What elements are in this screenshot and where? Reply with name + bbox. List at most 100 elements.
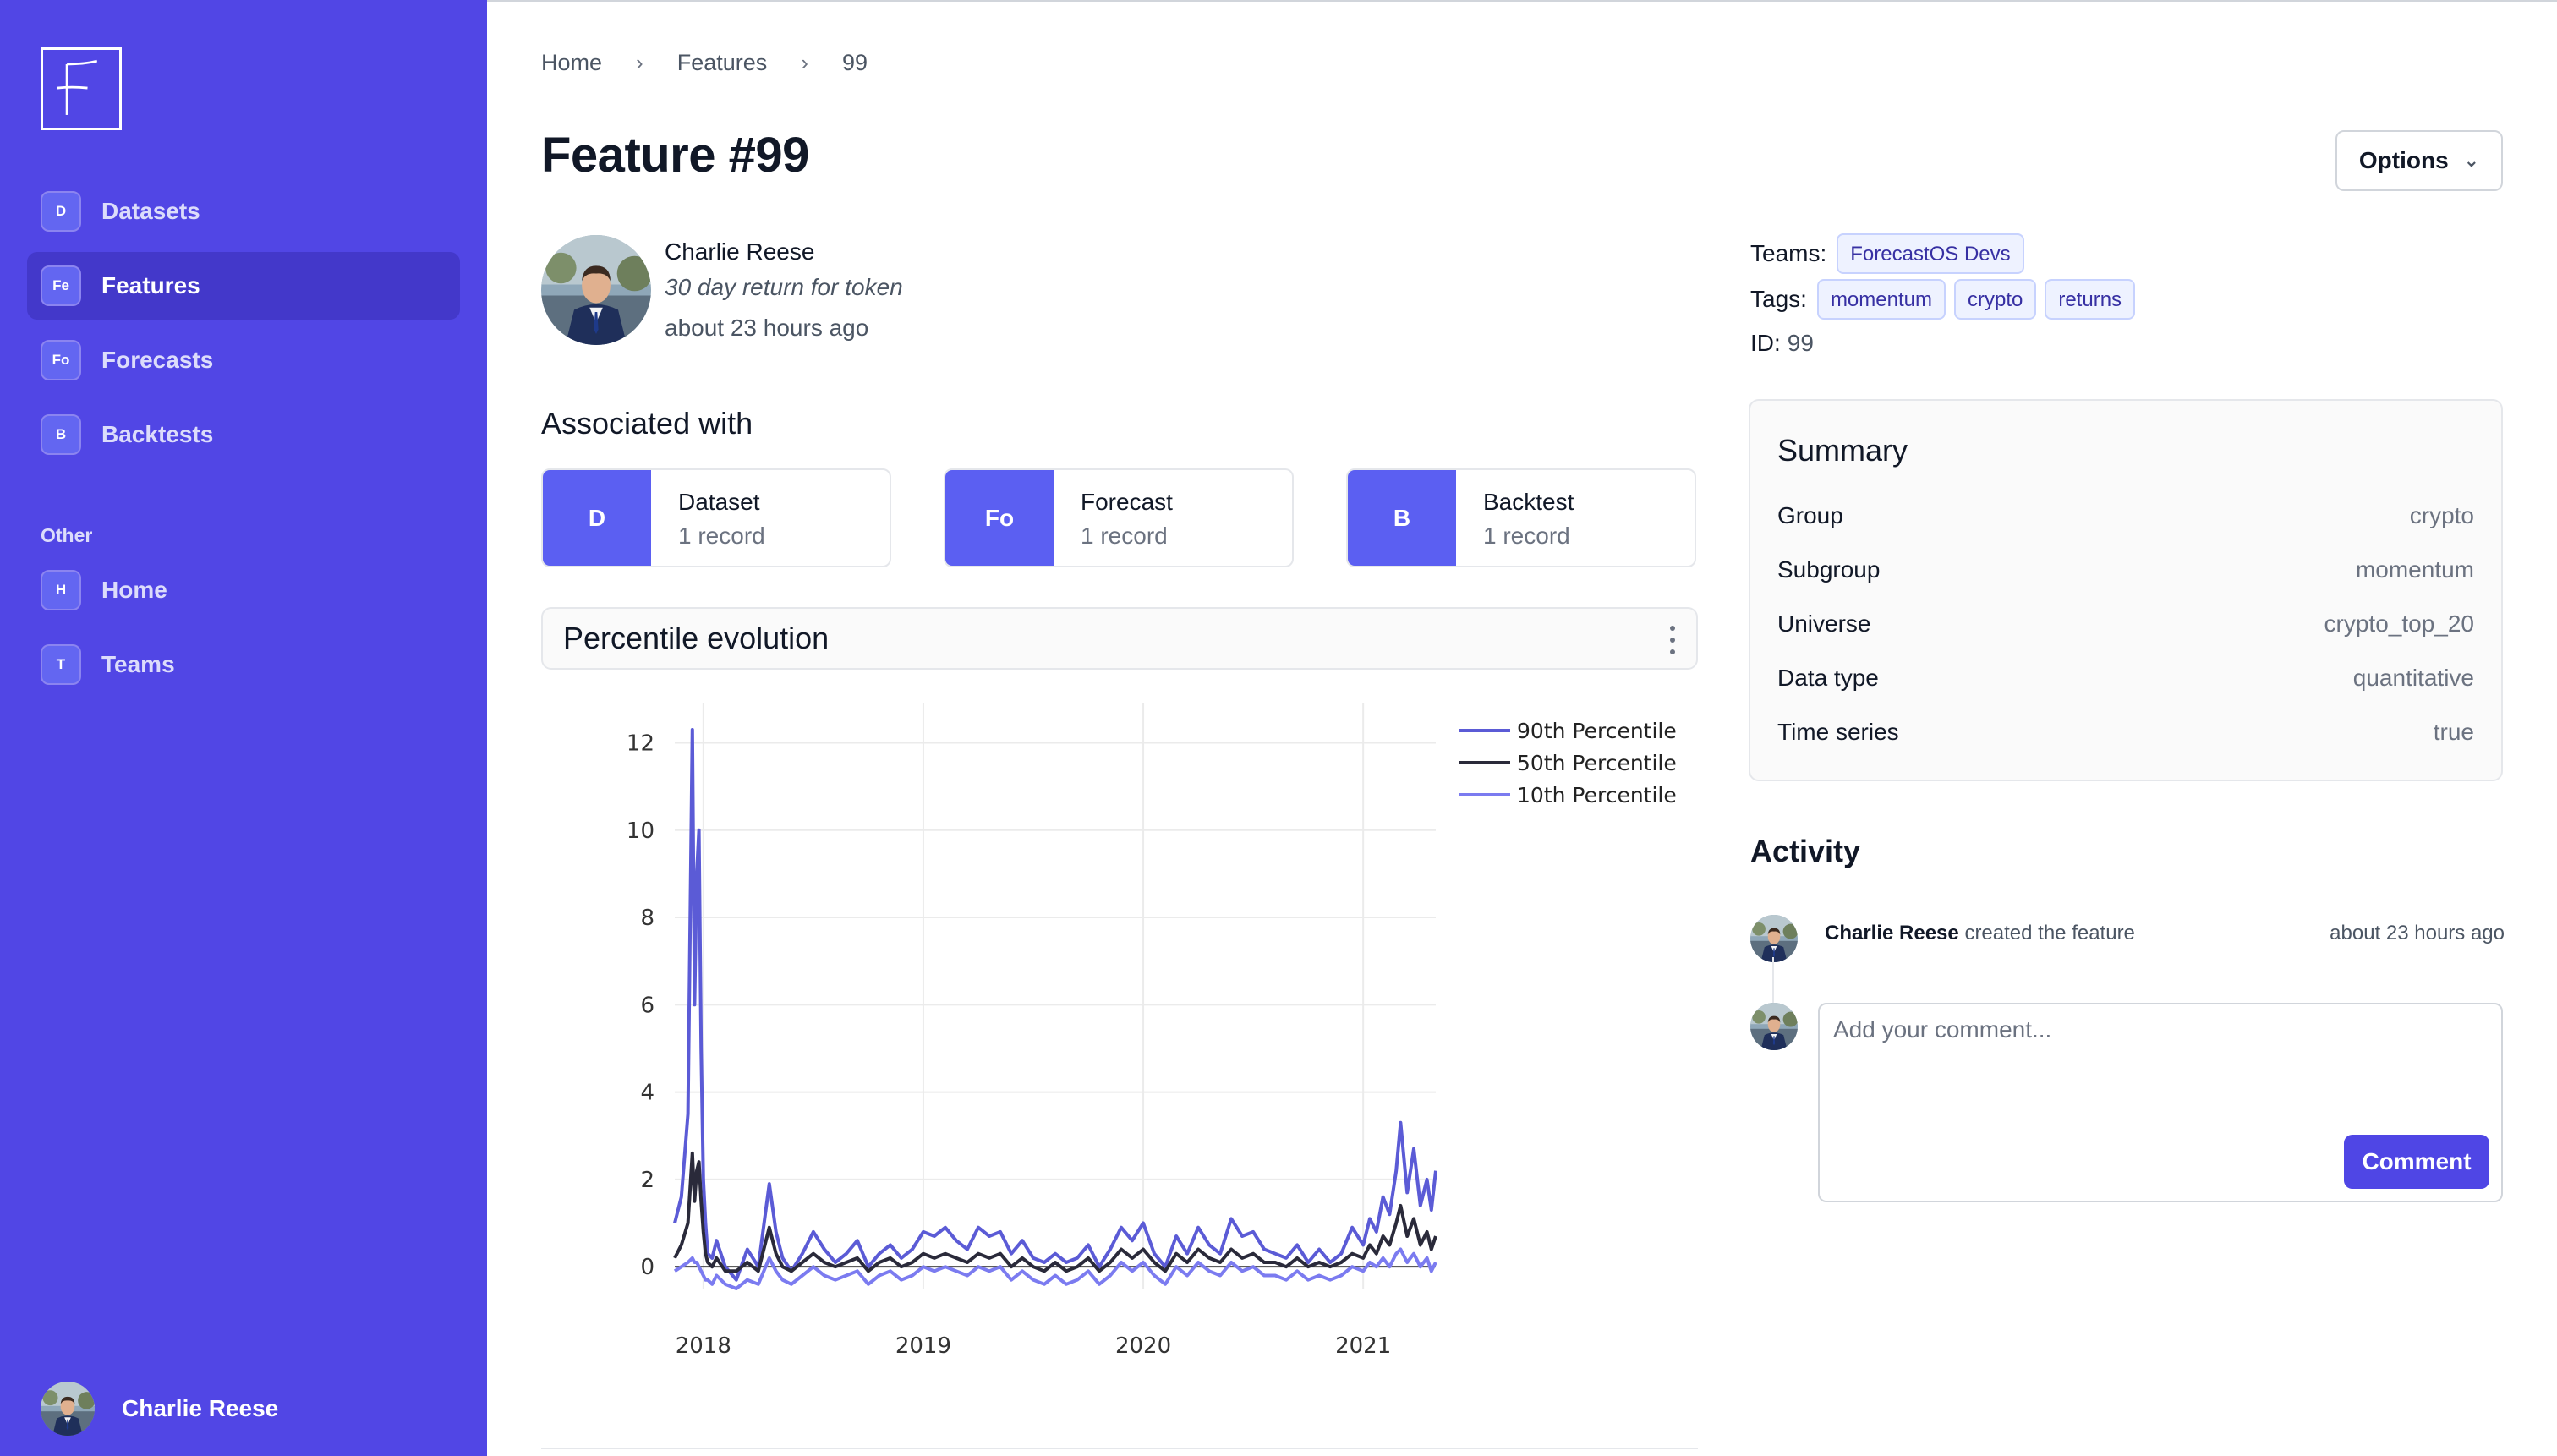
y-tick-label: 10: [627, 818, 654, 844]
summary-key: Subgroup: [1777, 556, 1881, 583]
summary-row: Subgroup momentum: [1777, 553, 2474, 587]
x-tick-label: 2019: [895, 1333, 951, 1359]
y-tick-label: 4: [640, 1081, 654, 1106]
feature-description: 30 day return for token: [665, 274, 903, 300]
forecasts-badge-icon: Fo: [41, 340, 81, 380]
series-line-10th-percentile: [673, 1247, 1437, 1290]
summary-row: Group crypto: [1777, 499, 2474, 533]
tag-chip[interactable]: crypto: [1953, 279, 2037, 320]
y-tick-label: 12: [627, 731, 654, 756]
timeline-connector: [1772, 957, 1774, 1004]
tag-chip[interactable]: returns: [2045, 279, 2136, 320]
chart-panel-header: Percentile evolution: [541, 607, 1698, 670]
team-tag[interactable]: ForecastOS Devs: [1837, 233, 2024, 274]
summary-row: Data type quantitative: [1777, 661, 2474, 695]
options-button[interactable]: Options ⌄: [2335, 130, 2503, 191]
associated-card-name: Forecast: [1081, 489, 1173, 515]
sidebar-item-label: Backtests: [101, 421, 214, 447]
top-divider: [487, 0, 2557, 2]
summary-row: Time series true: [1777, 715, 2474, 749]
sidebar-user[interactable]: Charlie Reese: [41, 1382, 278, 1436]
summary-title: Summary: [1777, 433, 1908, 468]
series-line-90th-percentile: [673, 728, 1437, 1282]
teams-label: Teams:: [1750, 240, 1827, 266]
summary-row: Universe crypto_top_20: [1777, 607, 2474, 641]
sidebar-item-datasets[interactable]: D Datasets: [27, 178, 460, 245]
more-vertical-icon[interactable]: [1669, 626, 1676, 654]
sidebar-item-forecasts[interactable]: Fo Forecasts: [27, 326, 460, 394]
sidebar-section-other: Other: [41, 524, 93, 546]
teams-badge-icon: T: [41, 644, 81, 685]
sidebar-item-home[interactable]: H Home: [27, 556, 460, 624]
x-tick-label: 2018: [676, 1333, 731, 1359]
chevron-right-icon: ›: [801, 49, 808, 75]
summary-key: Time series: [1777, 719, 1899, 745]
avatar: [1750, 915, 1798, 962]
associated-card-forecast[interactable]: Fo Forecast 1 record: [944, 468, 1294, 567]
backtest-badge-icon: B: [1348, 470, 1456, 566]
summary-value: crypto: [2409, 502, 2474, 528]
chart-svg: 0 2 4 6 8 10 12 2018 2019 2020 2021 90th Percentile…: [627, 703, 1677, 1359]
sidebar: D Datasets Fe Features Fo Forecasts B Ba…: [0, 0, 487, 1456]
breadcrumb-home[interactable]: Home: [541, 49, 603, 75]
sidebar-item-backtests[interactable]: B Backtests: [27, 401, 460, 468]
tags-label: Tags:: [1750, 286, 1807, 312]
y-tick-label: 6: [640, 993, 654, 1018]
associated-card-name: Dataset: [678, 489, 760, 515]
activity-title: Activity: [1750, 834, 1861, 868]
sidebar-item-label: Home: [101, 577, 167, 603]
sidebar-user-name: Charlie Reese: [122, 1395, 279, 1421]
summary-key: Group: [1777, 502, 1843, 528]
sidebar-item-features[interactable]: Fe Features: [27, 252, 460, 320]
chevron-right-icon: ›: [636, 49, 643, 75]
summary-value: momentum: [2355, 556, 2474, 583]
activity-action: created the feature: [1964, 922, 2135, 944]
associated-card-name: Backtest: [1483, 489, 1574, 515]
summary-value: true: [2433, 719, 2474, 745]
dataset-badge-icon: D: [543, 470, 651, 566]
associated-card-count: 1 record: [678, 523, 765, 549]
comment-box: Comment: [1818, 1003, 2503, 1202]
breadcrumb-current[interactable]: 99: [841, 49, 868, 75]
legend-label: 10th Percentile: [1517, 783, 1677, 807]
author-name: Charlie Reese: [665, 238, 815, 265]
id-row: ID: 99: [1750, 328, 1814, 359]
breadcrumb-features[interactable]: Features: [676, 49, 768, 75]
tag-chip[interactable]: momentum: [1816, 279, 1946, 320]
sidebar-item-label: Teams: [101, 651, 175, 677]
summary-value: quantitative: [2352, 665, 2474, 691]
percentile-chart: 0 2 4 6 8 10 12 2018 2019 2020 2021 90th Percentile…: [541, 693, 1698, 1370]
id-value: 99: [1787, 330, 1814, 356]
associated-card-dataset[interactable]: D Dataset 1 record: [541, 468, 891, 567]
app-logo[interactable]: [41, 47, 122, 130]
logo-f-icon: [57, 59, 98, 115]
breadcrumb: Home › Features › 99: [541, 47, 868, 78]
summary-value: crypto_top_20: [2324, 610, 2474, 637]
sidebar-item-label: Datasets: [101, 198, 200, 224]
id-label: ID:: [1750, 330, 1781, 356]
panel-divider: [541, 1448, 1698, 1449]
comment-input[interactable]: [1833, 1016, 2476, 1118]
associated-card-count: 1 record: [1081, 523, 1168, 549]
comment-button[interactable]: Comment: [2344, 1135, 2489, 1189]
avatar: [541, 235, 651, 345]
legend-label: 90th Percentile: [1517, 719, 1677, 743]
activity-user[interactable]: Charlie Reese: [1825, 922, 1959, 944]
sidebar-item-label: Features: [101, 272, 200, 298]
associated-card-backtest[interactable]: B Backtest 1 record: [1346, 468, 1696, 567]
series-line-50th-percentile: [673, 1151, 1437, 1273]
page-title: Feature #99: [541, 128, 809, 183]
summary-card: Summary Group crypto Subgroup momentum U…: [1749, 399, 2503, 781]
activity-time: about 23 hours ago: [2330, 922, 2505, 944]
backtests-badge-icon: B: [41, 414, 81, 455]
tags-row: Tags: momentum crypto returns: [1750, 279, 2136, 320]
summary-key: Data type: [1777, 665, 1879, 691]
forecast-badge-icon: Fo: [945, 470, 1054, 566]
y-tick-label: 8: [640, 906, 654, 931]
associated-card-count: 1 record: [1483, 523, 1570, 549]
author-block: Charlie Reese 30 day return for token ab…: [541, 235, 903, 348]
chevron-down-icon: ⌄: [2463, 150, 2480, 171]
chart-panel-title: Percentile evolution: [563, 621, 830, 655]
sidebar-item-teams[interactable]: T Teams: [27, 631, 460, 698]
x-tick-label: 2021: [1335, 1333, 1391, 1359]
